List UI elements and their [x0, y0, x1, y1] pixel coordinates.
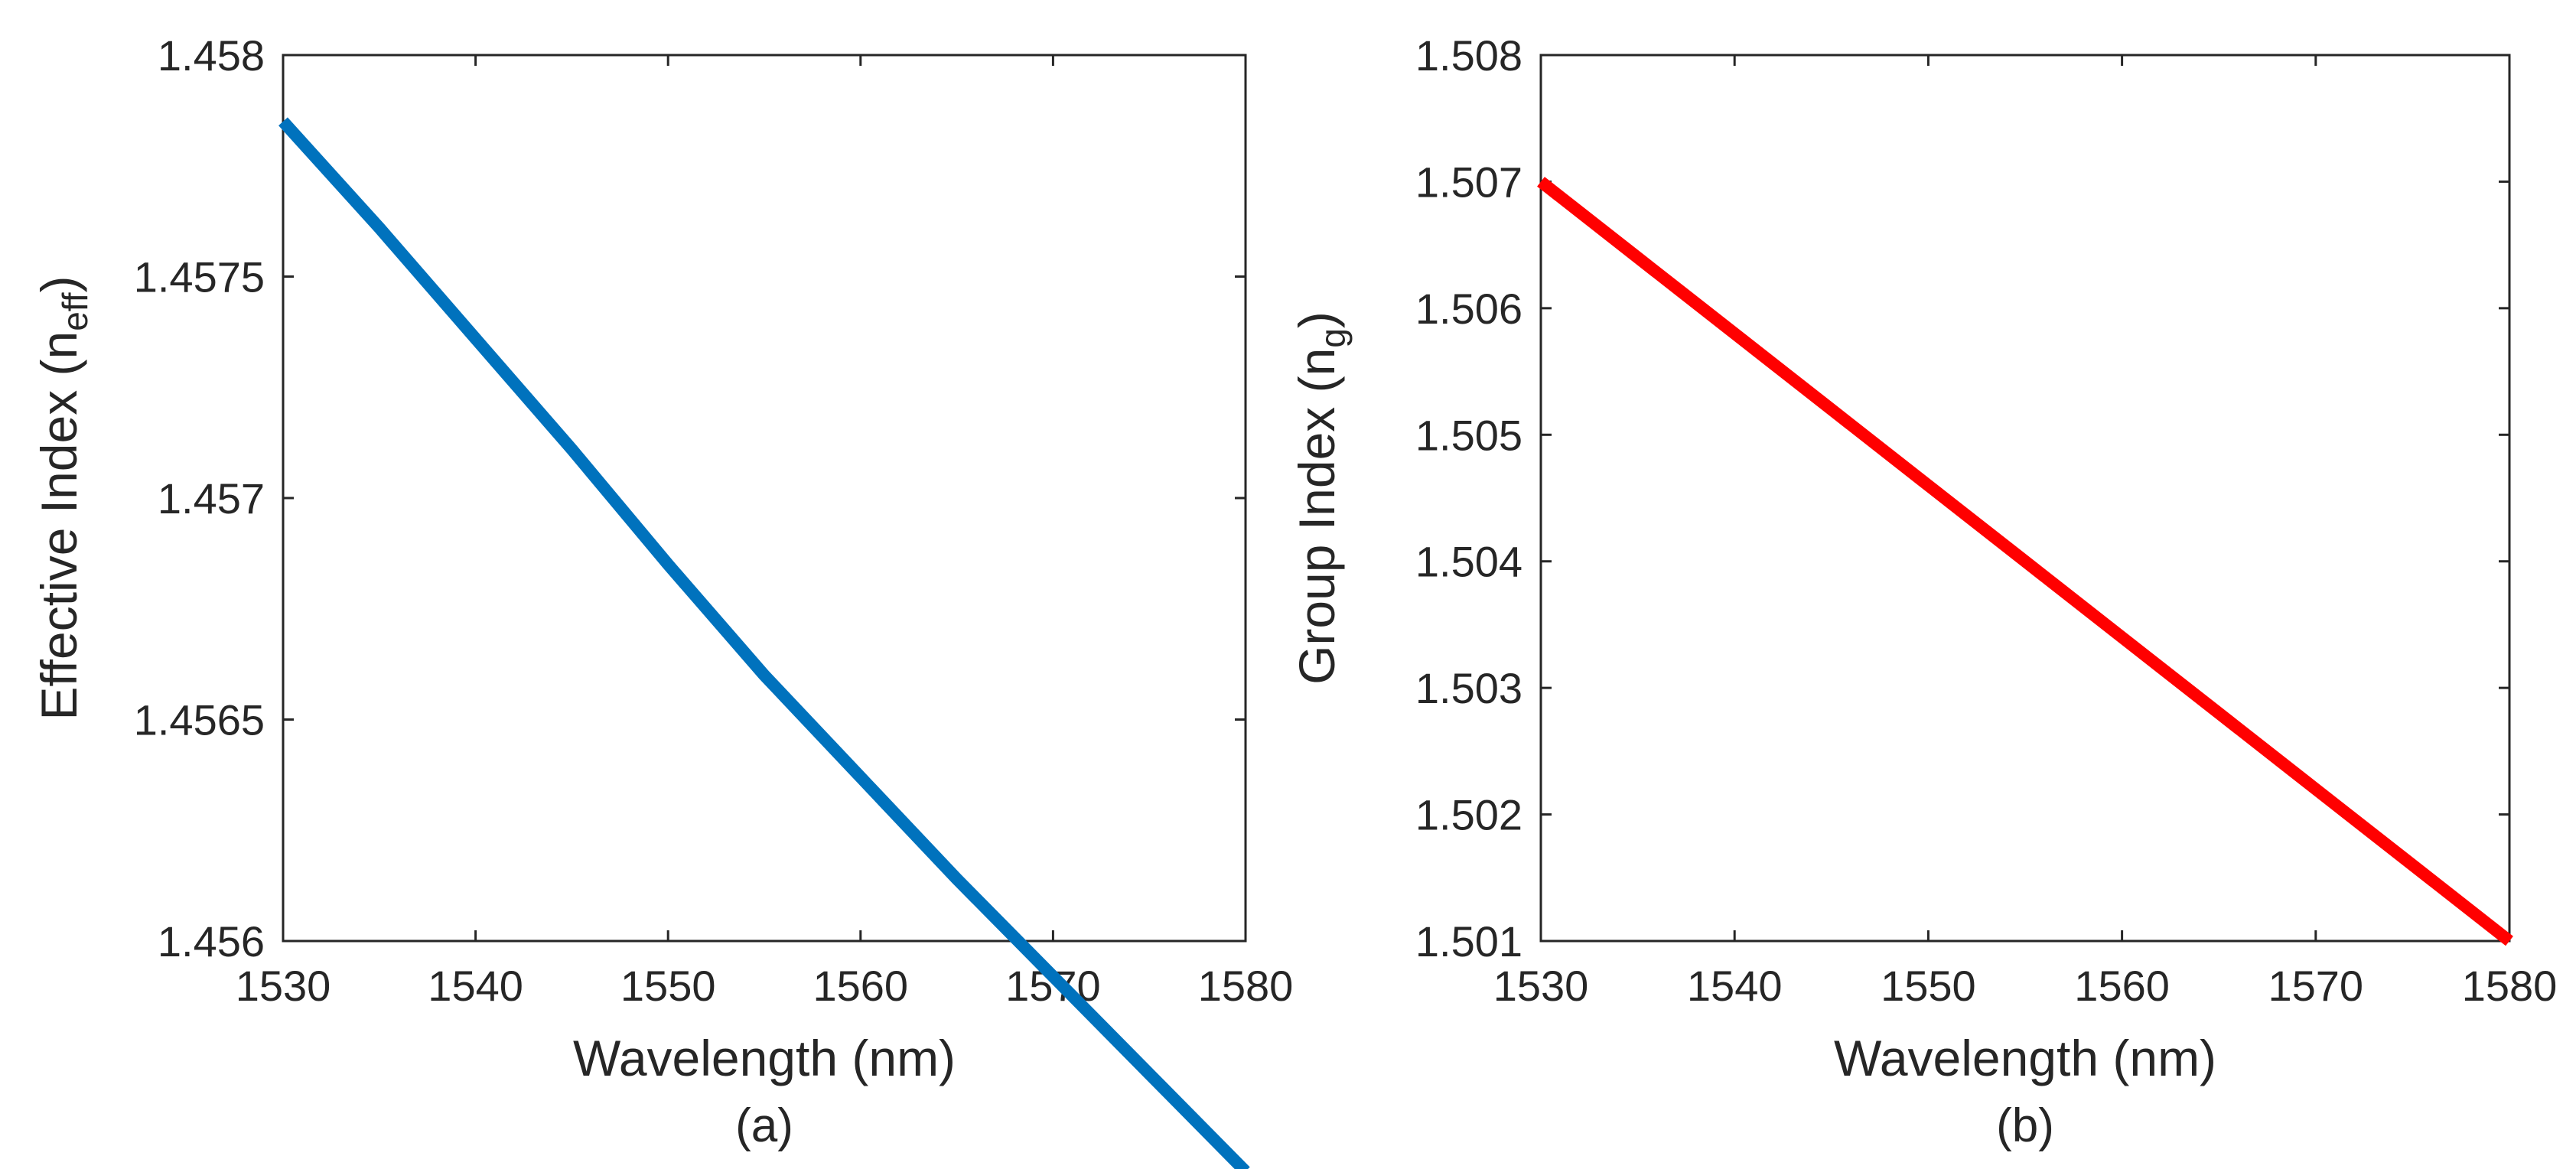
y-tick-label: 1.507: [1415, 158, 1522, 206]
plot-area: [282, 54, 1247, 943]
y-tick-label: 1.508: [1415, 31, 1522, 80]
y-tick-label: 1.457: [158, 474, 265, 523]
x-tick-label: 1550: [620, 962, 716, 1010]
panel-label: (a): [735, 1099, 793, 1152]
y-axis-label: Effective Index (neff): [31, 275, 95, 720]
panel-label: (b): [1996, 1099, 2054, 1152]
y-tick-label: 1.458: [158, 31, 265, 80]
x-tick-label: 1560: [2074, 962, 2170, 1010]
y-tick-label: 1.506: [1415, 285, 1522, 333]
panel-a: 1530 1540 1550 1560 1570 15801.4561.45651.457…: [31, 31, 1293, 1169]
y-axis-label: Group Index (ng): [1288, 311, 1353, 685]
series-line-n_g: [1537, 177, 2513, 946]
x-tick-label: 1540: [1687, 962, 1783, 1010]
y-tick-label: 1.4565: [134, 696, 265, 744]
x-tick-label: 1530: [236, 962, 331, 1010]
panel-b: 1530 1540 1550 1560 1570 1580 1.501 1.502 1.503 1…: [1288, 31, 2557, 1152]
x-tick-label: 1540: [428, 962, 523, 1010]
x-tick-label: 1550: [1881, 962, 1976, 1010]
y-tick-label: 1.456: [158, 917, 265, 965]
y-tick-label: 1.503: [1415, 664, 1522, 712]
x-axis-label: Wavelength (nm): [1834, 1030, 2216, 1086]
y-tick-label: 1.4575: [134, 253, 265, 301]
plot-area: [1539, 54, 2511, 943]
x-tick-label: 1580: [2462, 962, 2558, 1010]
y-tick-label: 1.505: [1415, 411, 1522, 459]
x-tick-label: 1570: [2268, 962, 2364, 1010]
x-tick-label: 1530: [1493, 962, 1589, 1010]
y-tick-label: 1.504: [1415, 538, 1522, 586]
series-line-n_eff: [278, 117, 1250, 1169]
x-tick-label: 1560: [813, 962, 909, 1010]
x-tick-label: 1580: [1198, 962, 1294, 1010]
y-tick-label: 1.501: [1415, 917, 1522, 965]
y-tick-label: 1.502: [1415, 791, 1522, 839]
x-axis-label: Wavelength (nm): [573, 1030, 956, 1086]
